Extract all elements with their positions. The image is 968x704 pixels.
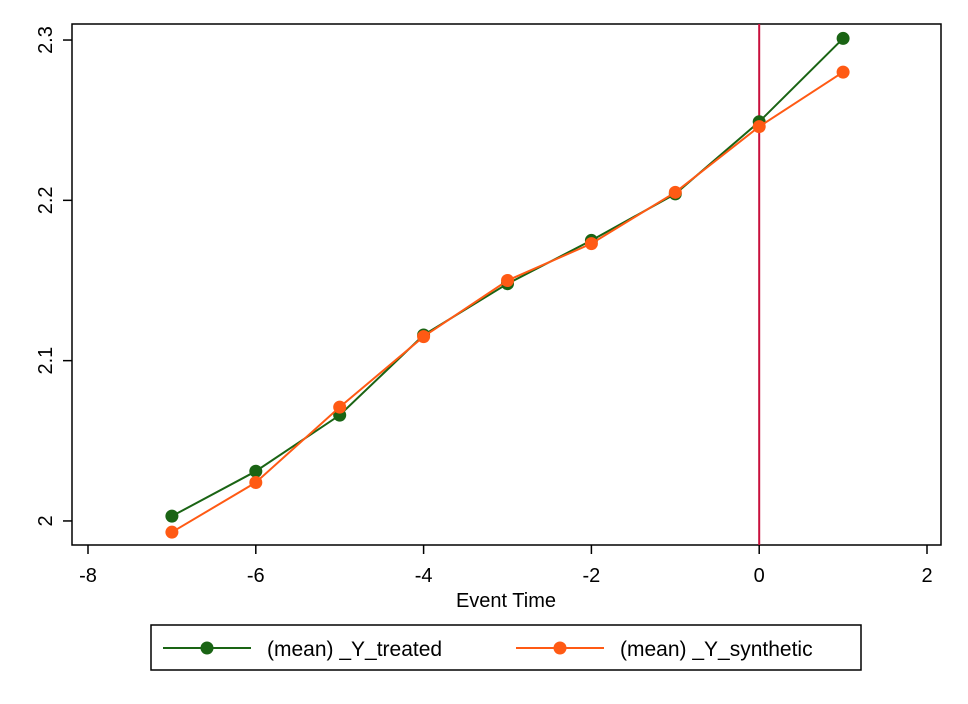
data-point	[165, 525, 179, 539]
data-point	[836, 31, 850, 45]
y-tick-label: 2.2	[35, 186, 57, 214]
data-point	[249, 475, 263, 489]
legend-box	[150, 624, 862, 671]
x-tick-label: -4	[415, 565, 433, 587]
legend-label: (mean) _Y_synthetic	[620, 638, 813, 661]
data-point	[752, 120, 766, 134]
x-tick-label: 0	[754, 565, 765, 587]
legend-label: (mean) _Y_treated	[267, 638, 442, 661]
data-point	[584, 237, 598, 251]
legend-swatch-marker	[553, 641, 567, 655]
y-tick-label: 2.1	[35, 347, 57, 375]
x-tick-label: -6	[247, 565, 265, 587]
data-point	[417, 330, 431, 344]
data-point	[333, 400, 347, 414]
y-tick-label: 2.3	[35, 26, 57, 54]
data-point	[836, 65, 850, 79]
data-point	[668, 185, 682, 199]
x-tick-label: -8	[79, 565, 97, 587]
x-tick-label: -2	[583, 565, 601, 587]
x-tick-label: 2	[921, 565, 932, 587]
legend: (mean) _Y_treated (mean) _Y_synthetic	[150, 624, 862, 671]
data-point	[165, 509, 179, 523]
legend-swatch-marker	[200, 641, 214, 655]
y-tick-label: 2	[35, 515, 57, 526]
x-axis-title: Event Time	[456, 590, 556, 612]
data-point	[249, 464, 263, 478]
data-point	[501, 273, 514, 287]
